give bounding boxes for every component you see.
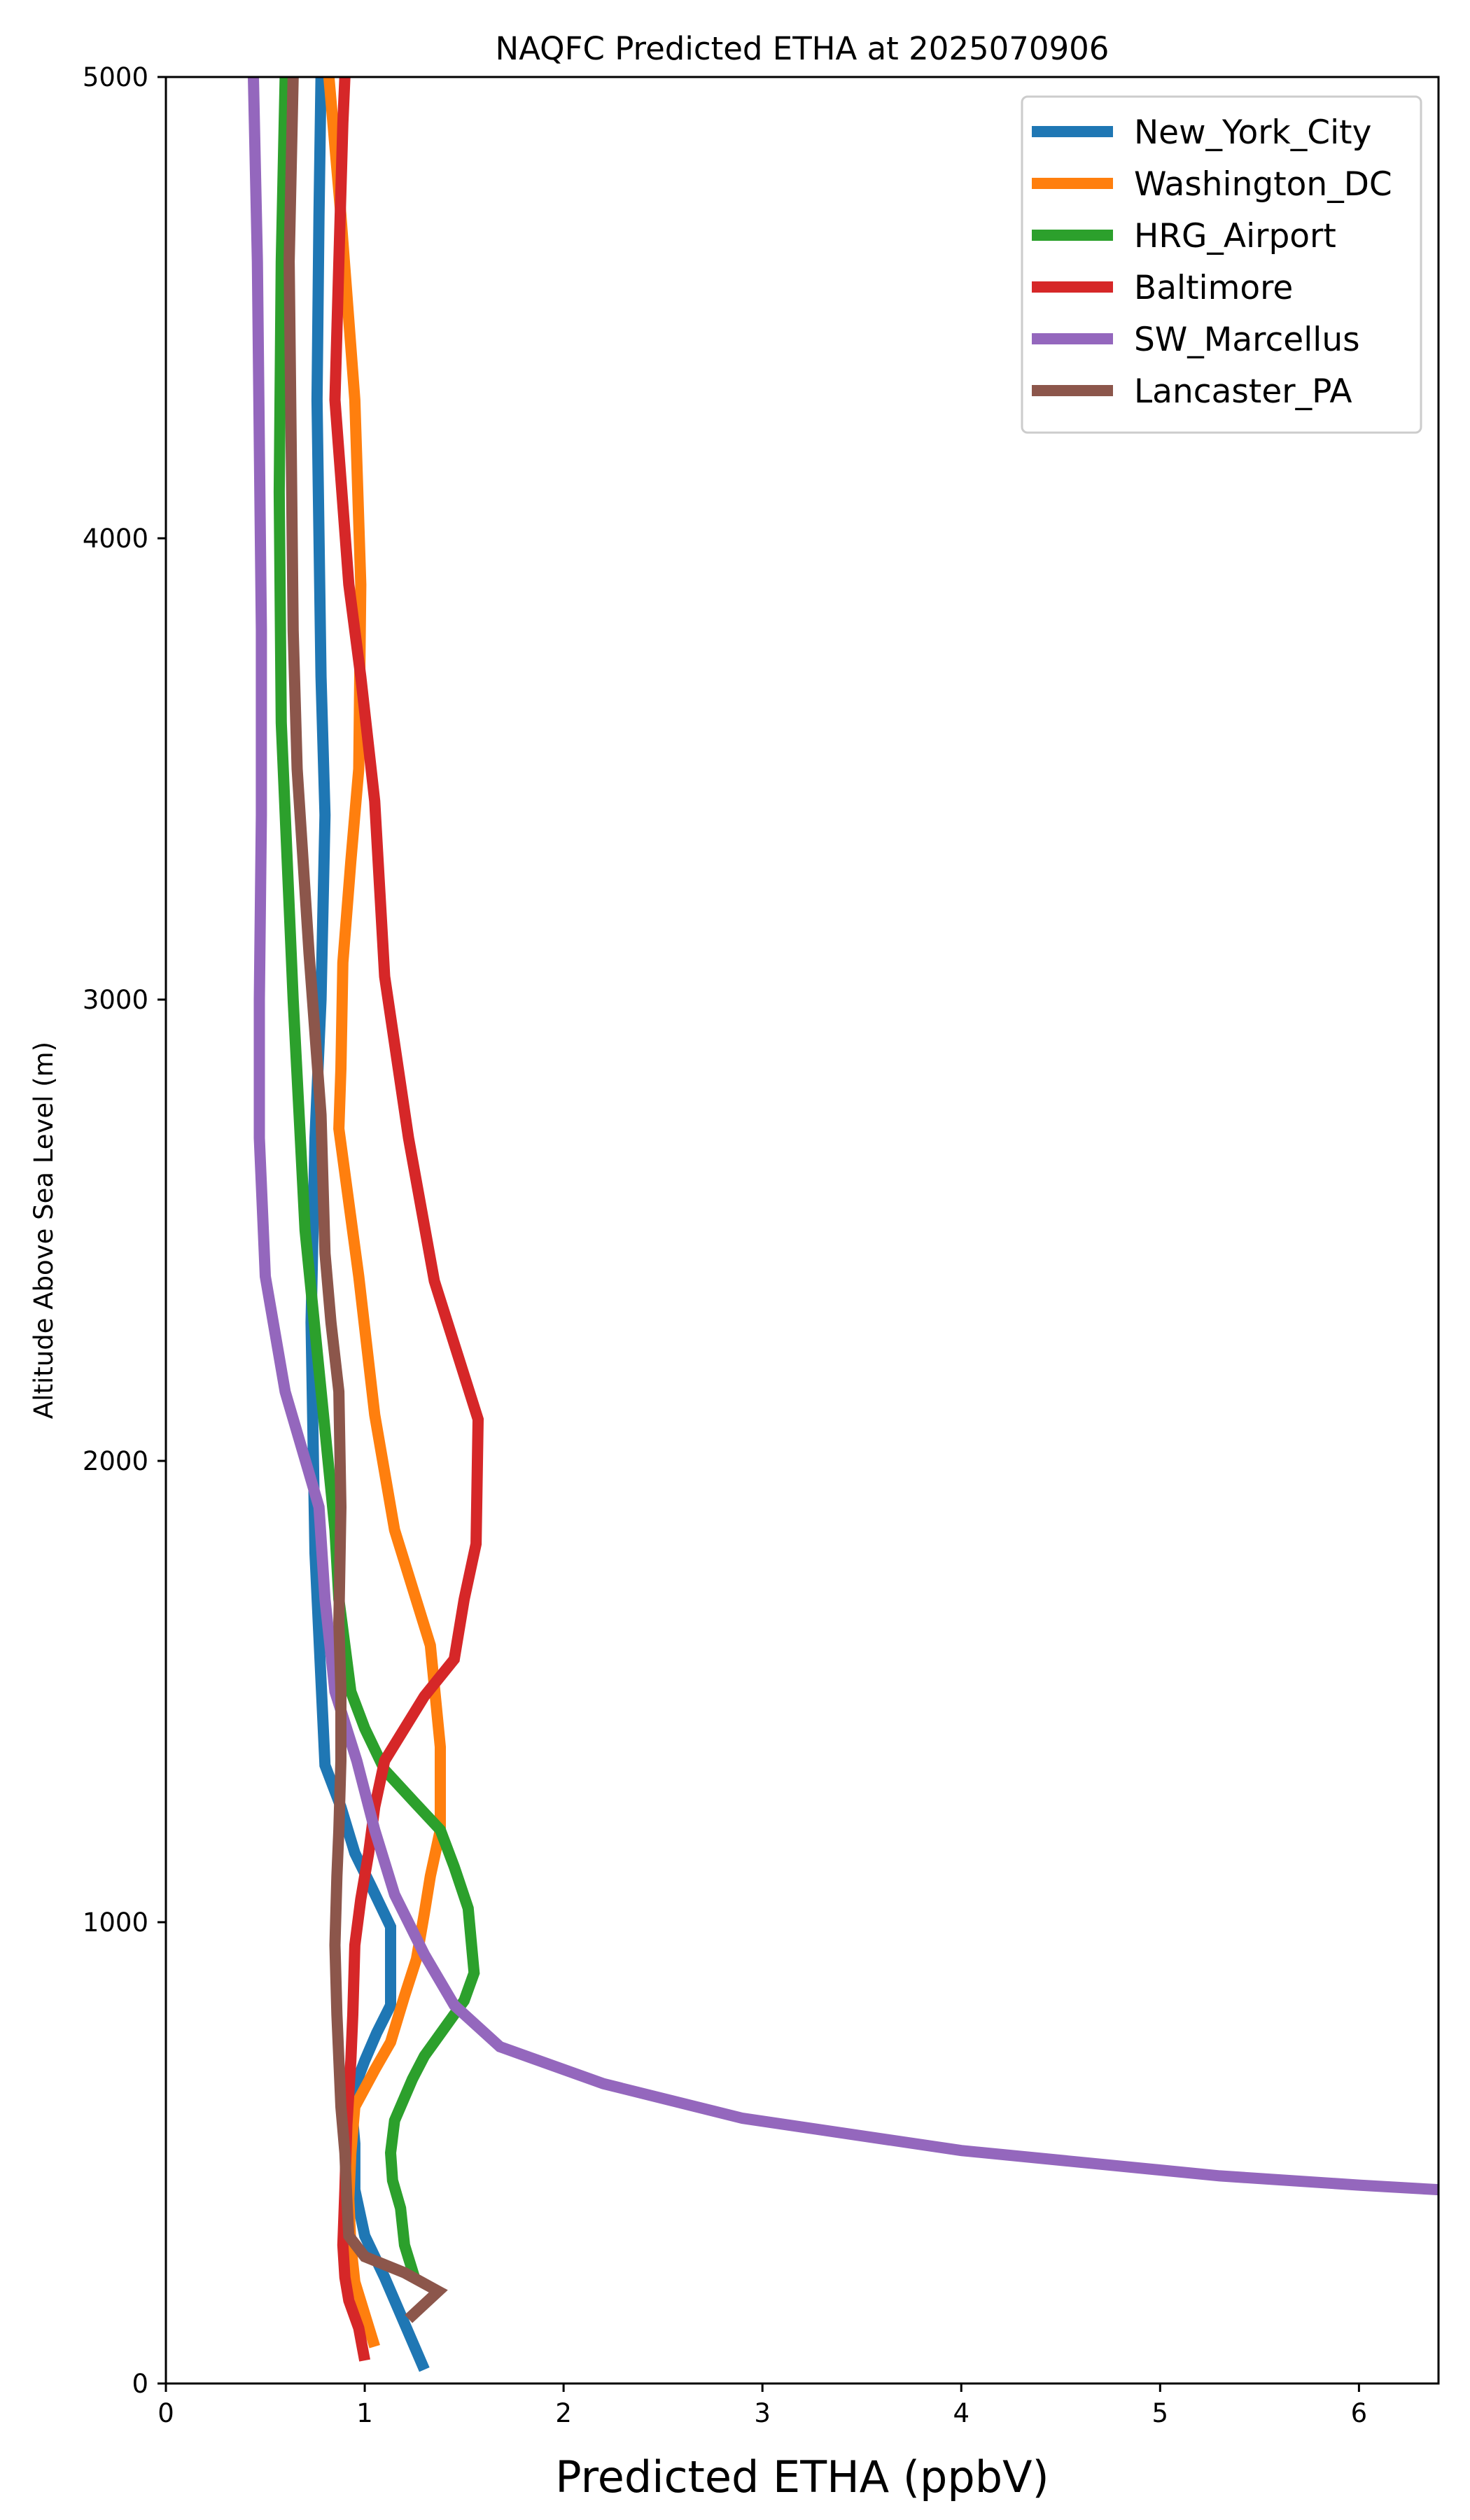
series-line-lancaster-pa	[284, 77, 448, 2323]
series-line-hrg-airport	[273, 77, 480, 2279]
y-axis-label: Altitude Above Sea Level (m)	[29, 1042, 59, 1419]
y-tick-label: 2000	[83, 1446, 148, 1476]
y-axis-ticks: 0 1000 2000 3000 4000 5000	[83, 62, 166, 2399]
series-layer	[248, 77, 1438, 2372]
x-tick-label: 5	[1152, 2398, 1169, 2428]
x-axis-ticks: 0 1 2 3 4 5 6	[158, 2384, 1367, 2428]
y-tick-label: 1000	[83, 1907, 148, 1938]
legend-label-lancaster-pa: Lancaster_PA	[1134, 372, 1352, 411]
chart-title: NAQFC Predicted ETHA at 2025070906	[496, 30, 1110, 67]
x-tick-label: 6	[1351, 2398, 1368, 2428]
y-tick-label: 0	[132, 2369, 148, 2399]
legend-label-sw-marcellus: SW_Marcellus	[1134, 321, 1360, 359]
legend-label-baltimore: Baltimore	[1134, 269, 1293, 307]
axes-frame	[164, 76, 1440, 2385]
x-tick-label: 0	[158, 2398, 174, 2428]
legend-label-hrg-airport: HRG_Airport	[1134, 217, 1336, 255]
y-tick-label: 5000	[83, 62, 148, 92]
x-tick-label: 3	[754, 2398, 771, 2428]
x-tick-label: 1	[356, 2398, 373, 2428]
y-tick-label: 4000	[83, 524, 148, 554]
x-tick-label: 4	[953, 2398, 969, 2428]
y-tick-label: 3000	[83, 985, 148, 1015]
legend-label-new-york-city: New_York_City	[1134, 113, 1371, 152]
legend-label-washington-dc: Washington_DC	[1134, 165, 1392, 204]
x-tick-label: 2	[555, 2398, 572, 2428]
legend-box	[1021, 95, 1422, 434]
x-axis-label: Predicted ETHA (ppbV)	[555, 2451, 1049, 2502]
legend: New_York_City Washington_DC HRG_Airport Bal…	[1021, 95, 1422, 434]
